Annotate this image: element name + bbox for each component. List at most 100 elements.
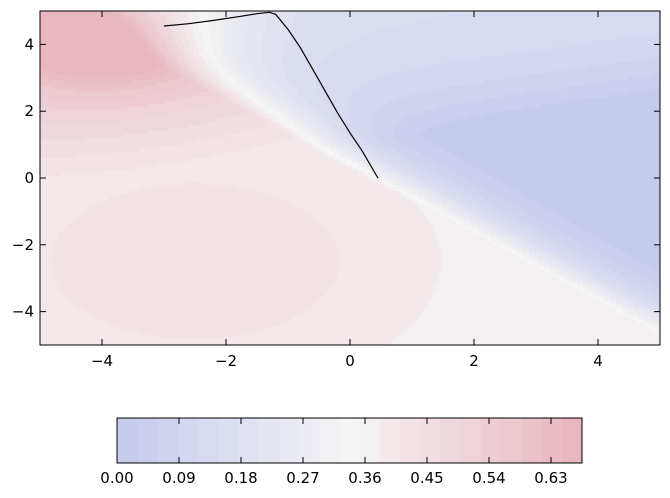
contour-cell xyxy=(169,62,173,66)
contour-cell xyxy=(577,80,581,84)
contour-cell xyxy=(151,44,155,48)
contour-cell xyxy=(598,44,602,48)
contour-cell xyxy=(346,20,350,24)
contour-cell xyxy=(328,17,332,21)
contour-cell xyxy=(379,20,383,24)
contour-cell xyxy=(502,59,506,63)
contour-cell xyxy=(229,47,233,51)
contour-cell xyxy=(211,20,215,24)
contour-cell xyxy=(475,23,479,27)
contour-cell xyxy=(646,50,650,54)
contour-cell xyxy=(307,23,311,27)
contour-cell xyxy=(415,74,419,78)
contour-cell xyxy=(436,38,440,42)
contour-cell xyxy=(526,35,530,39)
contour-cell xyxy=(277,23,281,27)
contour-cell xyxy=(184,14,188,18)
contour-cell xyxy=(613,71,617,75)
contour-cell xyxy=(100,35,104,39)
contour-cell xyxy=(223,77,227,81)
contour-cell xyxy=(238,80,242,84)
contour-cell xyxy=(337,14,341,18)
contour-cell xyxy=(421,23,425,27)
contour-cell xyxy=(646,56,650,60)
contour-cell xyxy=(529,17,533,21)
contour-cell xyxy=(397,71,401,75)
contour-cell xyxy=(658,20,660,24)
contour-cell xyxy=(574,56,578,60)
contour-cell xyxy=(460,26,464,30)
contour-cell xyxy=(556,50,560,54)
contour-cell xyxy=(91,20,95,24)
contour-cell xyxy=(142,20,146,24)
contour-cell xyxy=(229,23,233,27)
contour-cell xyxy=(193,29,197,33)
contour-cell xyxy=(511,32,515,36)
contour-cell xyxy=(46,20,50,24)
contour-cell xyxy=(169,68,173,72)
contour-cell xyxy=(250,14,254,18)
contour-cell xyxy=(400,11,404,15)
contour-cell xyxy=(466,11,470,15)
contour-cell xyxy=(445,41,449,45)
contour-cell xyxy=(97,23,101,27)
contour-cell xyxy=(643,50,647,54)
contour-cell xyxy=(349,47,353,51)
contour-cell xyxy=(139,74,143,78)
contour-cell xyxy=(538,62,542,66)
contour-cell xyxy=(529,47,533,51)
contour-cell xyxy=(277,62,281,66)
contour-cell xyxy=(376,53,380,57)
contour-cell xyxy=(259,35,263,39)
contour-cell xyxy=(214,14,218,18)
contour-cell xyxy=(346,53,350,57)
contour-cell xyxy=(232,17,236,21)
contour-cell xyxy=(592,20,596,24)
contour-cell xyxy=(460,56,464,60)
contour-cell xyxy=(94,62,98,66)
contour-cell xyxy=(628,32,632,36)
contour-cell xyxy=(373,32,377,36)
contour-cell xyxy=(376,35,380,39)
contour-cell xyxy=(187,50,191,54)
contour-cell xyxy=(559,26,563,30)
contour-cell xyxy=(598,59,602,63)
contour-cell xyxy=(388,56,392,60)
contour-cell xyxy=(535,53,539,57)
contour-cell xyxy=(139,38,143,42)
contour-cell xyxy=(175,41,179,45)
contour-cell xyxy=(628,80,632,84)
contour-cell xyxy=(70,35,74,39)
contour-cell xyxy=(130,53,134,57)
contour-cell xyxy=(265,32,269,36)
contour-cell xyxy=(544,17,548,21)
contour-cell xyxy=(334,29,338,33)
contour-cell xyxy=(523,38,527,42)
contour-cell xyxy=(367,65,371,69)
contour-cell xyxy=(274,62,278,66)
contour-cell xyxy=(448,71,452,75)
contour-cell xyxy=(535,50,539,54)
contour-cell xyxy=(337,65,341,69)
contour-cell xyxy=(169,11,173,15)
contour-cell xyxy=(202,29,206,33)
contour-cell xyxy=(385,74,389,78)
contour-cell xyxy=(502,44,506,48)
contour-cell xyxy=(622,26,626,30)
contour-cell xyxy=(490,47,494,51)
contour-cell xyxy=(88,35,92,39)
contour-cell xyxy=(121,71,125,75)
contour-cell xyxy=(586,32,590,36)
contour-cell xyxy=(172,65,176,69)
contour-cell xyxy=(373,74,377,78)
contour-cell xyxy=(478,71,482,75)
contour-cell xyxy=(238,53,242,57)
contour-cell xyxy=(451,32,455,36)
contour-cell xyxy=(85,65,89,69)
contour-cell xyxy=(61,83,65,87)
contour-cell xyxy=(319,32,323,36)
contour-cell xyxy=(67,59,71,63)
contour-cell xyxy=(253,14,257,18)
contour-cell xyxy=(379,26,383,30)
contour-cell xyxy=(253,38,257,42)
